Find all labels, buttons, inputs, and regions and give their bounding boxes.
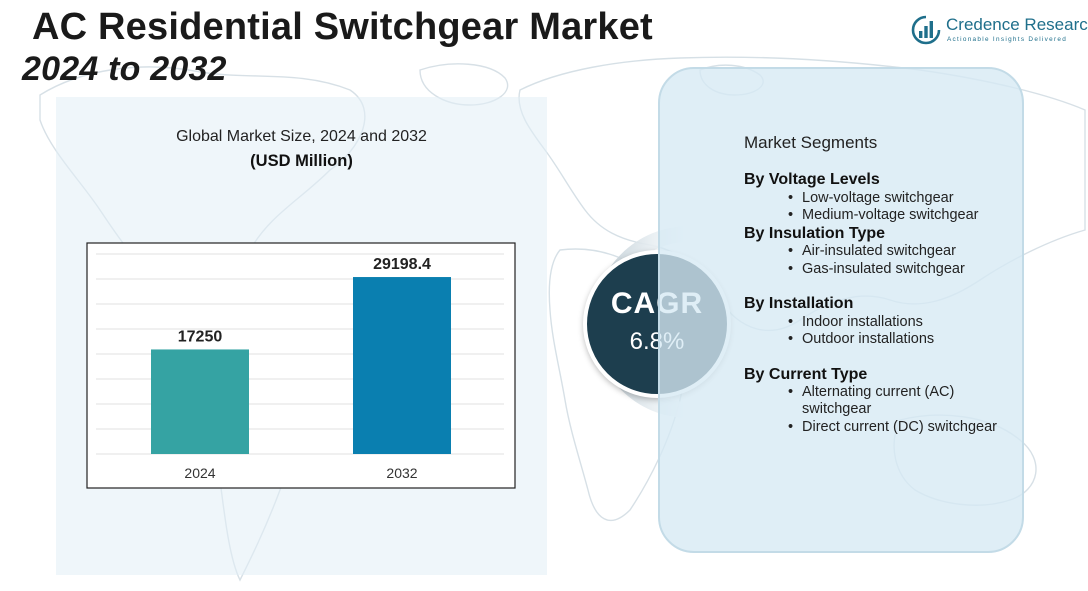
segments-title: Market Segments <box>744 133 878 152</box>
logo-tagline: Actionable Insights Delivered <box>947 36 1068 43</box>
segment-item: Gas-insulated switchgear <box>788 261 1032 278</box>
segment-item: Outdoor installations <box>788 331 1032 348</box>
segment-item: Low-voltage switchgear <box>788 190 1032 207</box>
page-subtitle-years: 2024 to 2032 <box>22 50 227 88</box>
bar-chart-circle-icon <box>911 15 941 45</box>
logo-name: Credence Research <box>946 15 1088 34</box>
segment-heading-current: By Current Type <box>744 366 868 383</box>
x-tick-label-2024: 2024 <box>184 465 215 481</box>
segment-item: Medium-voltage switchgear <box>788 207 1032 224</box>
segments-panel <box>658 67 1024 553</box>
segment-heading-insulation: By Insulation Type <box>744 225 886 242</box>
bar-chart: 17250 2024 29198.4 2032 <box>86 242 516 489</box>
credence-research-logo: Credence Research Actionable Insights De… <box>910 14 1088 48</box>
data-label-2032: 29198.4 <box>373 256 431 273</box>
bar-2032 <box>353 277 451 454</box>
segment-heading-voltage: By Voltage Levels <box>744 171 880 188</box>
segment-heading-installation: By Installation <box>744 295 854 312</box>
bar-2024 <box>151 349 249 454</box>
segment-item: Indoor installations <box>788 314 1032 331</box>
data-label-2024: 17250 <box>178 328 223 345</box>
segment-item: Alternating current (AC) switchgear <box>788 384 977 418</box>
chart-bars <box>151 277 451 454</box>
x-tick-label-2032: 2032 <box>386 465 417 481</box>
page-title: AC Residential Switchgear Market <box>32 6 653 48</box>
segment-item: Air-insulated switchgear <box>788 243 1032 260</box>
segment-item: Direct current (DC) switchgear <box>788 419 1032 436</box>
chart-title: Global Market Size, 2024 and 2032 <box>176 128 427 145</box>
chart-unit-label: (USD Million) <box>250 152 353 170</box>
chart-labels: 17250 2024 29198.4 2032 <box>178 256 431 481</box>
